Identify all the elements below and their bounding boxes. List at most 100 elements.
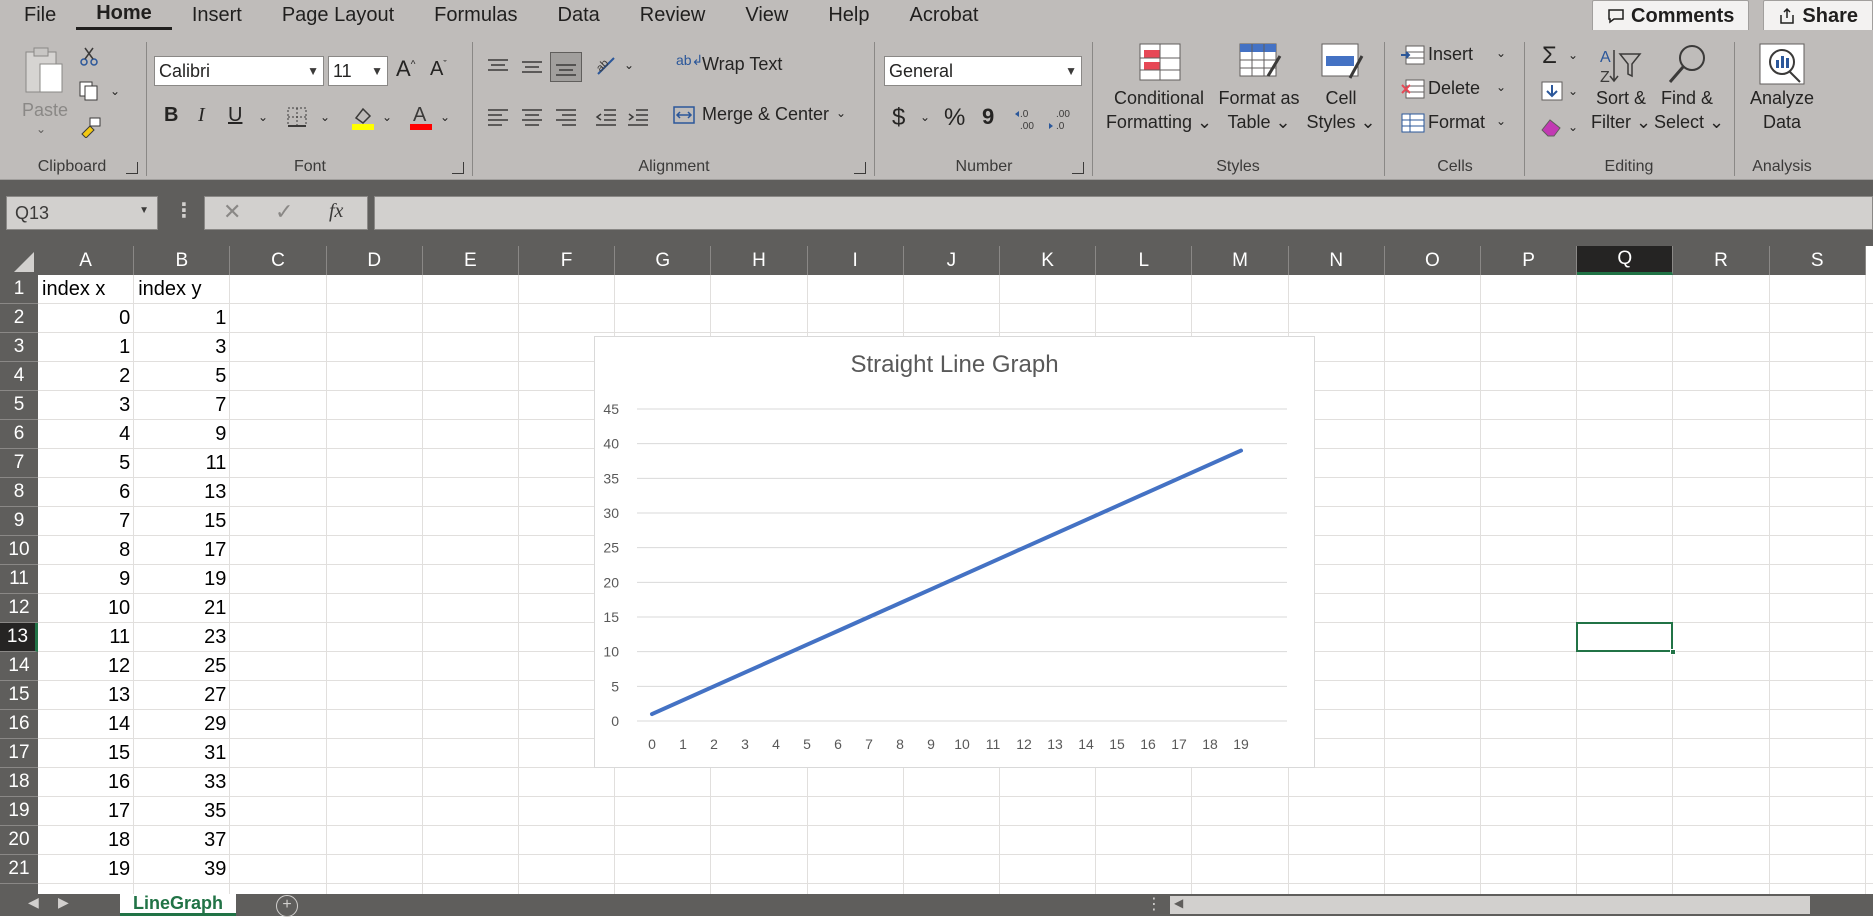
cell-a20[interactable]: 18 [107, 829, 131, 851]
autosum-icon[interactable]: Σ [1542, 42, 1557, 69]
cell-a18[interactable]: 16 [107, 771, 131, 793]
cell-b9[interactable]: 15 [204, 510, 227, 532]
column-header-r[interactable]: R [1673, 246, 1770, 275]
cell-b17[interactable]: 31 [204, 742, 227, 764]
cell-styles-button[interactable]: Cell Styles ⌄ [1306, 40, 1376, 150]
tab-view[interactable]: View [745, 3, 789, 26]
column-header-c[interactable]: C [230, 246, 327, 275]
row-header-1[interactable]: 1 [0, 275, 38, 304]
add-sheet-icon[interactable]: + [276, 895, 298, 917]
horizontal-scrollbar[interactable]: ◀ [1170, 896, 1810, 914]
formula-input[interactable] [374, 196, 1873, 230]
share-button[interactable]: Share [1763, 0, 1873, 32]
cell-a6[interactable]: 4 [119, 423, 131, 445]
delete-cells-button[interactable]: Delete ⌄ [1400, 78, 1506, 105]
tab-data[interactable]: Data [557, 3, 600, 26]
align-bottom-button[interactable] [550, 52, 582, 82]
grow-font-icon[interactable]: A^ [396, 56, 416, 81]
chevron-down-icon[interactable]: ⌄ [258, 110, 269, 124]
bold-button[interactable]: B [164, 104, 179, 126]
cell-a11[interactable]: 9 [119, 568, 131, 590]
cell-a15[interactable]: 13 [107, 684, 131, 706]
row-header-11[interactable]: 11 [0, 565, 38, 594]
fill-icon[interactable] [1540, 80, 1564, 102]
tab-formulas[interactable]: Formulas [434, 3, 518, 26]
row-header-7[interactable]: 7 [0, 449, 38, 478]
column-header-p[interactable]: P [1481, 246, 1578, 275]
column-header-h[interactable]: H [711, 246, 808, 275]
row-header-19[interactable]: 19 [0, 797, 38, 826]
increase-indent-icon[interactable] [626, 106, 650, 128]
active-cell-selection[interactable] [1576, 622, 1677, 655]
row-header-4[interactable]: 4 [0, 362, 38, 391]
column-header-i[interactable]: I [807, 246, 904, 275]
row-header-21[interactable]: 21 [0, 855, 38, 884]
cell-a10[interactable]: 8 [119, 539, 131, 561]
shrink-font-icon[interactable]: Aˇ [430, 58, 447, 80]
tab-acrobat[interactable]: Acrobat [909, 3, 979, 26]
cell-b3[interactable]: 3 [215, 336, 227, 358]
row-header-10[interactable]: 10 [0, 536, 38, 565]
align-right-icon[interactable] [554, 106, 578, 128]
row-header-6[interactable]: 6 [0, 420, 38, 449]
orientation-icon[interactable]: ab [594, 54, 620, 78]
clipboard-launcher-icon[interactable] [126, 162, 138, 174]
line-chart[interactable]: Straight Line Graph 0 5 10 15 20 25 30 35 40 45 0 1… [594, 336, 1315, 768]
cell-b2[interactable]: 1 [215, 307, 227, 329]
cell-a14[interactable]: 12 [107, 655, 131, 677]
cancel-icon[interactable]: ✕ [223, 199, 242, 224]
tab-insert[interactable]: Insert [191, 3, 242, 26]
chevron-down-icon[interactable]: ⌄ [440, 110, 451, 124]
cell-a3[interactable]: 1 [119, 336, 131, 358]
row-header-3[interactable]: 3 [0, 333, 38, 362]
cell-b4[interactable]: 5 [215, 365, 227, 387]
cell-a4[interactable]: 2 [119, 365, 131, 387]
more-options-icon[interactable]: ⋮ [174, 200, 194, 222]
chevron-down-icon[interactable]: ⌄ [920, 110, 931, 124]
cell-b1[interactable]: index y [138, 278, 202, 300]
row-header-18[interactable]: 18 [0, 768, 38, 797]
underline-button[interactable]: U [228, 104, 243, 126]
row-header-20[interactable]: 20 [0, 826, 38, 855]
comments-button[interactable]: Comments [1592, 0, 1750, 32]
cell-b13[interactable]: 23 [204, 626, 227, 648]
column-header-q[interactable]: Q [1577, 246, 1674, 275]
insert-cells-button[interactable]: Insert ⌄ [1400, 44, 1506, 71]
align-middle-icon[interactable] [520, 56, 544, 78]
conditional-formatting-button[interactable]: Conditional Formatting ⌄ [1104, 40, 1214, 150]
paste-label[interactable]: Paste [22, 100, 69, 120]
column-header-b[interactable]: B [134, 246, 231, 275]
cell-a17[interactable]: 15 [107, 742, 131, 764]
font-size-select[interactable]: 11 ▼ [328, 56, 388, 86]
column-header-f[interactable]: F [519, 246, 616, 275]
cell-b18[interactable]: 33 [204, 771, 227, 793]
row-header-13[interactable]: 13 [0, 623, 38, 652]
align-center-icon[interactable] [520, 106, 544, 128]
font-color-icon[interactable]: A [408, 102, 434, 132]
cell-a7[interactable]: 5 [119, 452, 131, 474]
chevron-down-icon[interactable]: ⌄ [624, 58, 635, 72]
chevron-down-icon[interactable]: ⌄ [320, 110, 331, 124]
row-header-14[interactable]: 14 [0, 652, 38, 681]
cell-a16[interactable]: 14 [107, 713, 131, 735]
format-painter-icon[interactable] [78, 116, 102, 138]
cell-b15[interactable]: 27 [204, 684, 227, 706]
cell-b7[interactable]: 11 [205, 452, 227, 474]
sheet-tab-linegraph[interactable]: LineGraph [120, 893, 236, 916]
column-header-a[interactable]: A [38, 246, 135, 275]
merge-center-button[interactable]: Merge & Center ⌄ [672, 104, 846, 131]
number-format-select[interactable]: General ▼ [884, 56, 1082, 86]
column-header-g[interactable]: G [615, 246, 712, 275]
column-header-l[interactable]: L [1096, 246, 1193, 275]
cell-b19[interactable]: 35 [204, 800, 227, 822]
font-name-select[interactable]: Calibri ▼ [154, 56, 324, 86]
increase-decimal-icon[interactable]: .0.00 [1014, 106, 1040, 132]
row-header-16[interactable]: 16 [0, 710, 38, 739]
enter-icon[interactable]: ✓ [275, 199, 294, 224]
cell-b20[interactable]: 37 [204, 829, 227, 851]
chevron-down-icon[interactable]: ⌄ [1568, 48, 1579, 62]
format-as-table-button[interactable]: Format as Table ⌄ [1214, 40, 1304, 150]
more-options-icon[interactable]: ⋮ [1146, 896, 1162, 913]
fill-color-icon[interactable] [350, 104, 376, 132]
